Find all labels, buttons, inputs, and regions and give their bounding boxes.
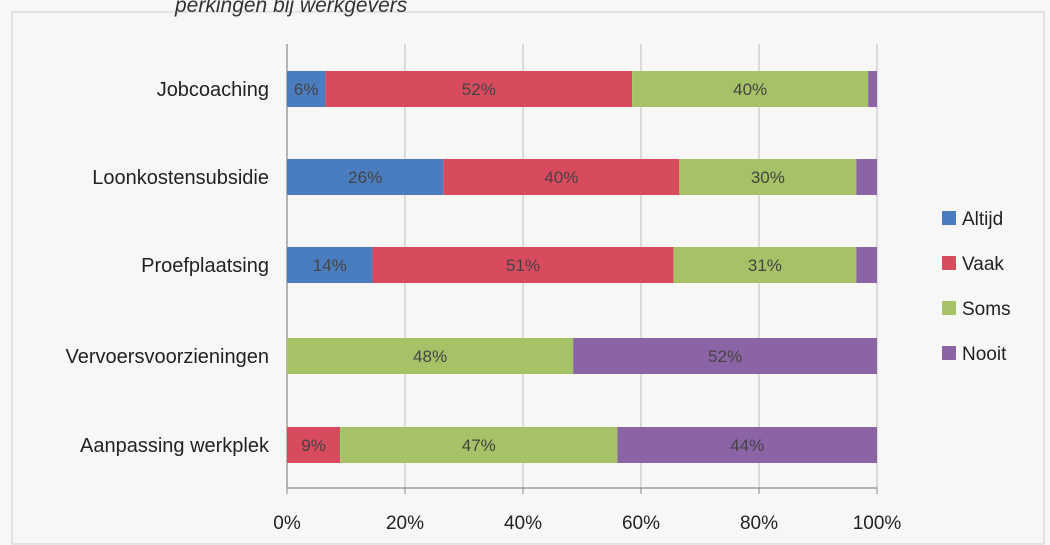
data-label: 9% [301,436,326,455]
bar-segment-vaak [443,159,680,195]
data-label: 40% [544,168,578,187]
data-label: 52% [462,80,496,99]
legend-label-vaak: Vaak [962,254,1004,275]
bar-segment-soms [632,71,869,107]
legend-label-altijd: Altijd [962,209,1003,230]
x-tick-label: 80% [740,513,778,534]
bar-segment-soms [340,427,618,463]
legend-swatch-nooit [942,346,956,360]
data-label: 26% [348,168,382,187]
bar-segment-soms [673,247,857,283]
legend-swatch-soms [942,301,956,315]
category-label: Vervoersvoorzieningen [66,346,269,368]
bar-segment-nooit [868,71,877,107]
category-labels: Jobcoaching Loonkostensubsidie Proefplaats… [66,79,270,457]
bar-segment-soms [287,338,574,374]
chart-frame [11,11,1045,545]
x-tick-label: 20% [386,513,424,534]
x-tick-label: 100% [853,513,902,534]
legend-swatch-altijd [942,211,956,225]
data-label: 6% [294,80,319,99]
data-label: 14% [313,256,347,275]
bar-segment-altijd [287,247,373,283]
chart-title: perkingen bij werkgevers [174,0,408,17]
x-tick-labels: 0% 20% 40% 60% 80% 100% [273,513,901,534]
bar-segment-vaak [287,427,341,463]
category-label: Proefplaatsing [141,255,269,277]
bar-segment-altijd [287,71,326,107]
bars: 6% 52% 40% 26% 40% 30% 14% 51% 31% 48% 52% 9% 47% 44% [287,71,877,463]
data-label: 51% [506,256,540,275]
category-label: Aanpassing werkplek [80,435,270,457]
data-label: 40% [733,80,767,99]
data-label: 30% [751,168,785,187]
x-tick-label: 0% [273,513,301,534]
data-label: 52% [708,347,742,366]
category-label: Jobcoaching [157,79,269,101]
bar-segment-vaak [372,247,674,283]
bar-segment-nooit [573,338,877,374]
legend-label-nooit: Nooit [962,344,1007,365]
bar-segment-nooit [856,247,877,283]
bar-segment-soms [679,159,857,195]
x-tick-label: 60% [622,513,660,534]
bar-segment-altijd [287,159,444,195]
category-label: Loonkostensubsidie [92,167,269,189]
bar-segment-nooit [856,159,877,195]
legend-swatch-vaak [942,256,956,270]
x-tick-label: 40% [504,513,542,534]
bar-segment-vaak [325,71,633,107]
data-label: 31% [748,256,782,275]
data-label: 47% [462,436,496,455]
data-label: 44% [730,436,764,455]
data-label: 48% [413,347,447,366]
legend: Altijd Vaak Soms Nooit [942,209,1011,365]
bar-segment-nooit [617,427,877,463]
legend-label-soms: Soms [962,299,1011,320]
